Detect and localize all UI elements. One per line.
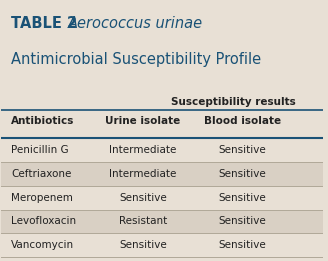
Text: Sensitive: Sensitive: [219, 216, 267, 226]
Text: Levofloxacin: Levofloxacin: [11, 216, 76, 226]
Text: Meropenem: Meropenem: [11, 193, 73, 203]
Text: Blood isolate: Blood isolate: [204, 116, 281, 126]
Text: Sensitive: Sensitive: [119, 193, 167, 203]
Bar: [1, 210, 323, 233]
Text: Vancomycin: Vancomycin: [11, 240, 74, 250]
Text: Sensitive: Sensitive: [119, 240, 167, 250]
Text: Susceptibility results: Susceptibility results: [171, 97, 296, 107]
Text: Sensitive: Sensitive: [219, 145, 267, 155]
Text: TABLE 2: TABLE 2: [11, 16, 82, 31]
Text: Intermediate: Intermediate: [109, 169, 176, 179]
Text: Antimicrobial Susceptibility Profile: Antimicrobial Susceptibility Profile: [11, 52, 261, 67]
Text: Resistant: Resistant: [119, 216, 167, 226]
Text: Aerococcus urinae: Aerococcus urinae: [67, 16, 202, 31]
Text: Antibiotics: Antibiotics: [11, 116, 74, 126]
Bar: [1, 162, 323, 186]
Bar: [1, 138, 323, 162]
Text: Ceftriaxone: Ceftriaxone: [11, 169, 72, 179]
Text: Sensitive: Sensitive: [219, 240, 267, 250]
Text: Penicillin G: Penicillin G: [11, 145, 69, 155]
Text: Intermediate: Intermediate: [109, 145, 176, 155]
Text: Sensitive: Sensitive: [219, 169, 267, 179]
Text: Urine isolate: Urine isolate: [105, 116, 180, 126]
Bar: [1, 186, 323, 210]
Text: Sensitive: Sensitive: [219, 193, 267, 203]
Bar: [1, 233, 323, 257]
